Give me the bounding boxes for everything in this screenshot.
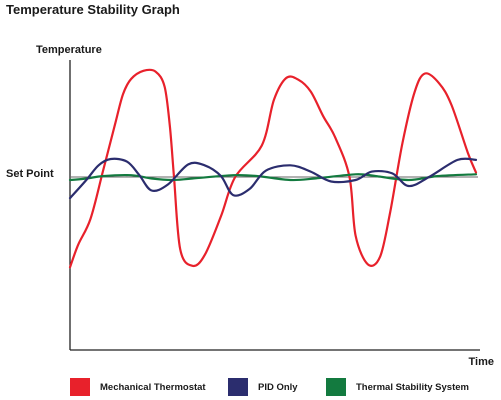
y-axis-label: Temperature: [36, 44, 102, 56]
series-line-pid-only: [68, 157, 478, 200]
legend-item-thermal-stability-system: Thermal Stability System: [326, 378, 469, 396]
series-line-thermal-stability-system: [68, 173, 478, 182]
legend-item-mechanical-thermostat: Mechanical Thermostat: [70, 378, 206, 396]
legend-label: PID Only: [258, 381, 298, 393]
series-line-mechanical-thermostat: [68, 68, 478, 269]
legend-swatch: [228, 378, 248, 396]
line-chart: [68, 60, 480, 351]
chart-title: Temperature Stability Graph: [6, 2, 180, 17]
legend-label: Thermal Stability System: [356, 381, 469, 393]
legend-label: Mechanical Thermostat: [100, 381, 206, 393]
x-axis-label: Time: [468, 356, 494, 368]
legend-swatch: [70, 378, 90, 396]
chart-legend: Mechanical Thermostat PID Only Thermal Sta…: [0, 374, 501, 400]
set-point-label: Set Point: [6, 168, 54, 180]
legend-swatch: [326, 378, 346, 396]
legend-item-pid-only: PID Only: [228, 378, 298, 396]
